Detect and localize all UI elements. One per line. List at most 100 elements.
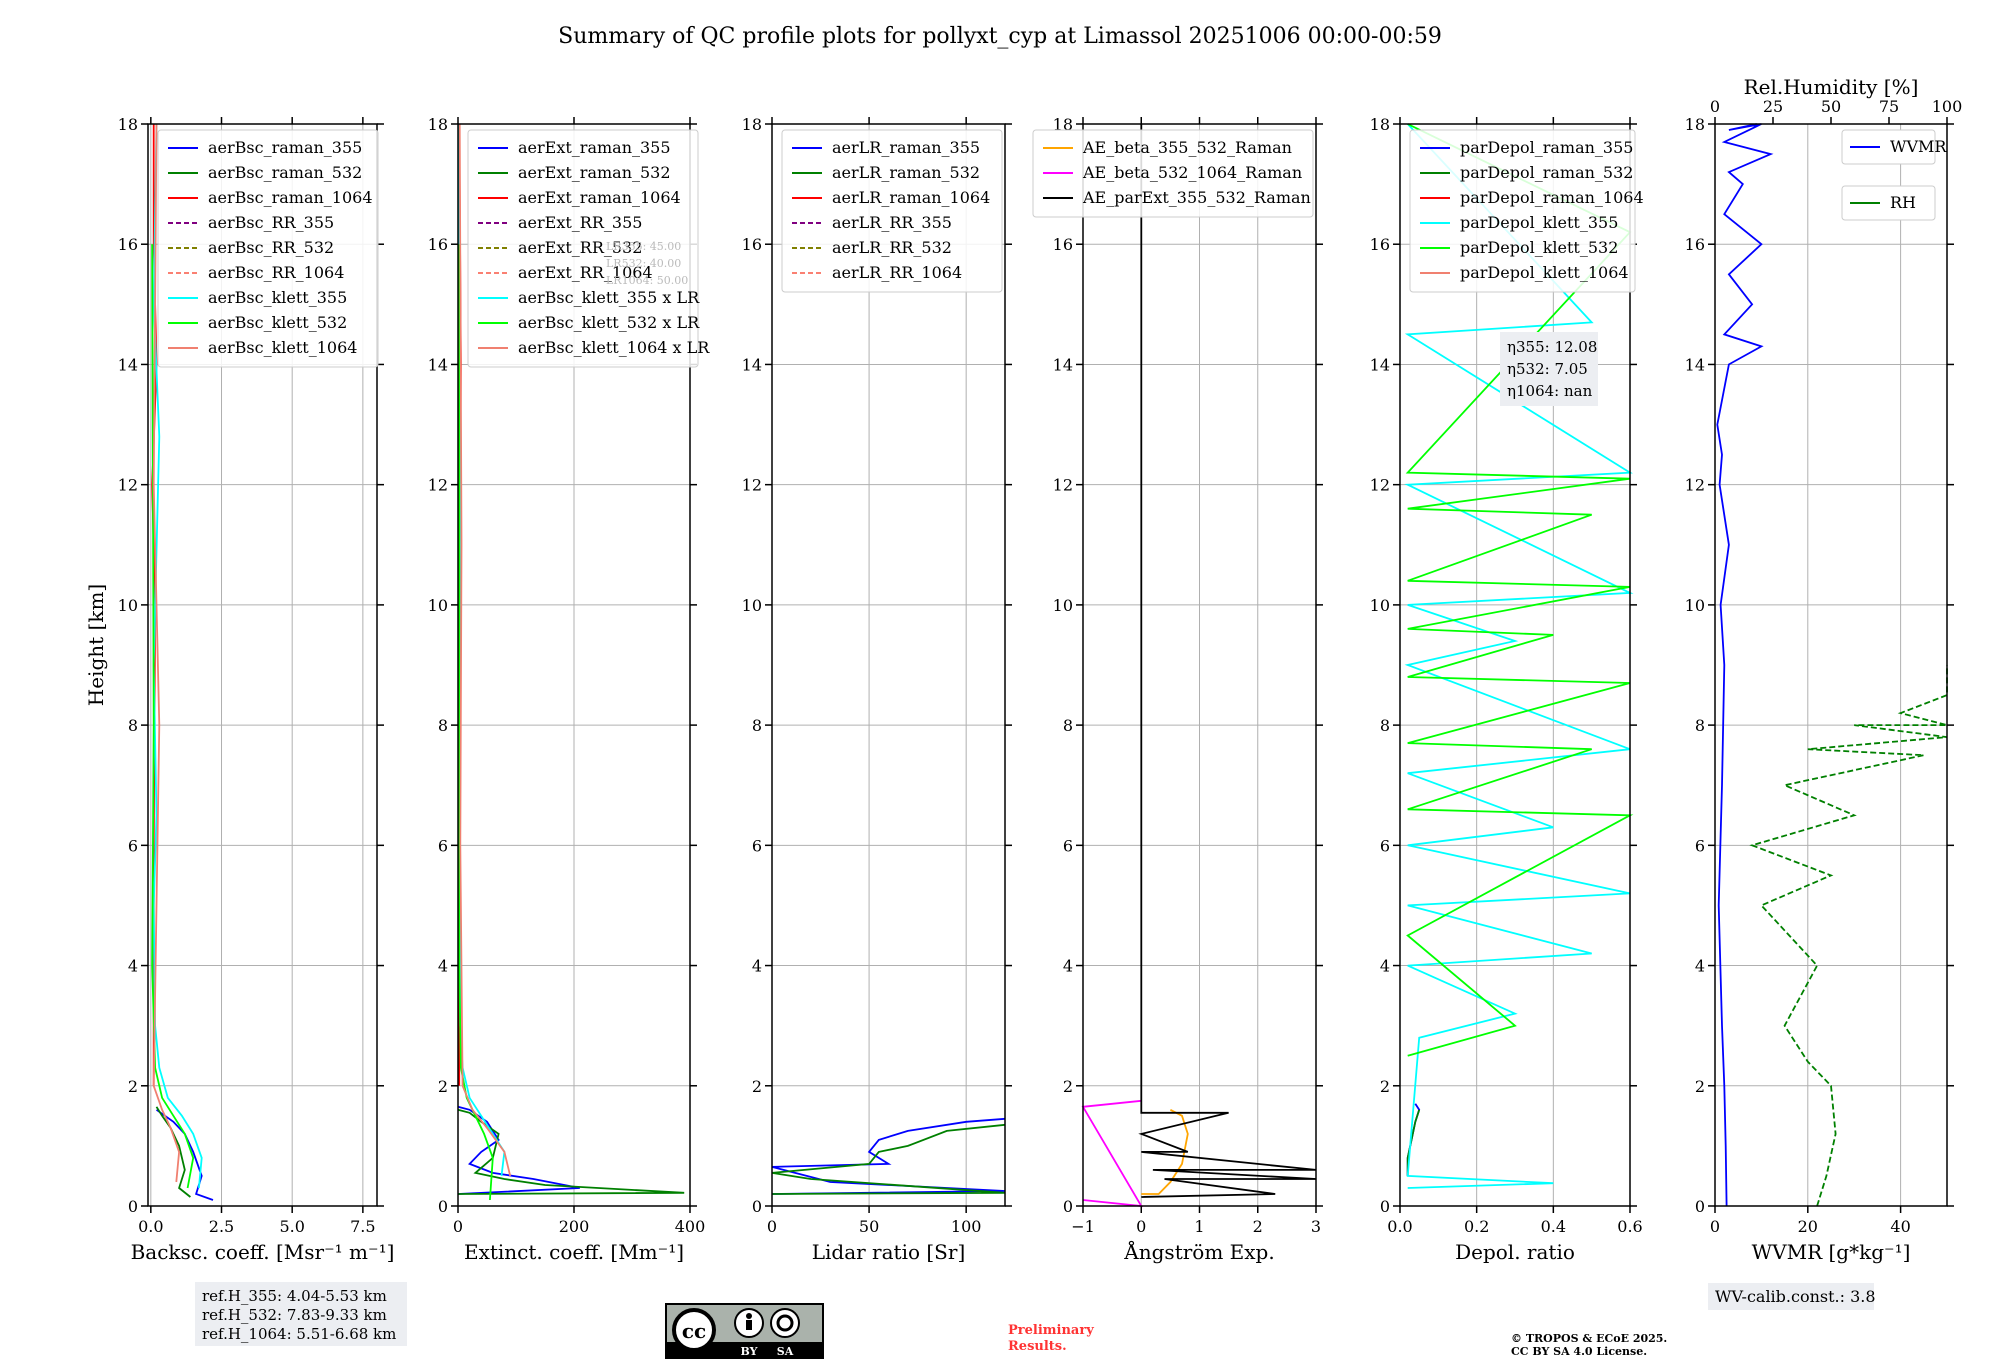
y-tick-label: 0 [1695, 1197, 1705, 1216]
x-tick-label: 5.0 [279, 1217, 304, 1236]
legend-box [1841, 185, 1936, 221]
depol-annotation-box [1500, 332, 1598, 406]
series-line-aerbsc-klett-1064 [152, 123, 181, 1183]
y-tick-label: 4 [1695, 957, 1705, 976]
legend-label: parDepol_raman_532 [1460, 163, 1633, 182]
x-tick-label: 0.0 [138, 1217, 163, 1236]
top-x-tick-label: 25 [1763, 97, 1783, 116]
top-x-tick-label: 75 [1879, 97, 1899, 116]
preliminary-line-2: Results. [1008, 1339, 1067, 1354]
figure-title: Summary of QC profile plots for pollyxt_… [558, 24, 1442, 49]
legend-label: AE_beta_532_1064_Raman [1082, 163, 1302, 182]
legend-box [1409, 129, 1636, 293]
legend: WVMR RH [1841, 129, 1947, 221]
y-tick-label: 12 [742, 476, 762, 495]
legend-label: aerLR_raman_532 [832, 163, 980, 182]
series-line-ae-beta-532-1064-raman [1081, 1099, 1143, 1208]
y-tick-label: 8 [128, 716, 138, 735]
y-tick-label: 6 [752, 836, 762, 855]
x-tick-label: 0.4 [1541, 1217, 1566, 1236]
y-tick-label: 18 [118, 115, 138, 134]
x-tick-label: 200 [559, 1217, 590, 1236]
legend-label: aerExt_RR_532 [518, 238, 642, 257]
ref-height-532: ref.H_532: 7.83-9.33 km [202, 1306, 387, 1324]
series-line-aerbsc-klett-1064-x-lr [458, 123, 512, 1177]
legend-label: aerExt_RR_355 [518, 213, 642, 232]
axes-frame [147, 123, 378, 1207]
legend-box [781, 129, 1003, 293]
y-tick-label: 10 [1053, 596, 1073, 615]
legend: AE_beta_355_532_Raman AE_beta_532_1064_Ra… [1032, 129, 1314, 218]
x-tick-label: 0 [453, 1217, 463, 1236]
legend-label: aerBsc_RR_532 [208, 238, 334, 257]
y-tick-label: 8 [1063, 716, 1073, 735]
y-tick-label: 2 [1695, 1077, 1705, 1096]
legend-label: aerBsc_klett_1064 [208, 338, 357, 357]
legend-label: aerLR_raman_355 [832, 138, 980, 157]
cc-by-text: BY [741, 1345, 758, 1358]
legend-label: aerBsc_raman_1064 [208, 188, 373, 207]
copyright-line-1: © TROPOS & ECoE 2025. [1511, 1332, 1667, 1345]
y-tick-label: 2 [128, 1077, 138, 1096]
y-tick-label: 0 [752, 1197, 762, 1216]
x-tick-label: 0 [1136, 1217, 1146, 1236]
legend-label: aerBsc_raman_532 [208, 163, 362, 182]
legend-label: WVMR [1890, 137, 1947, 156]
y-tick-label: 6 [438, 836, 448, 855]
y-tick-label: 16 [428, 235, 448, 254]
wv-calibration-box: WV-calib.const.: 3.8 [1708, 1283, 1876, 1310]
y-tick-label: 2 [1380, 1077, 1390, 1096]
y-tick-label: 8 [438, 716, 448, 735]
y-tick-label: 14 [1053, 355, 1073, 374]
legend-label: aerExt_raman_532 [518, 163, 671, 182]
x-tick-label: 0.0 [1387, 1217, 1412, 1236]
x-axis-label: WVMR [g*kg⁻¹] [1752, 1240, 1911, 1264]
top-x-tick-label: 100 [1932, 97, 1963, 116]
x-axis-label: Ångström Exp. [1123, 1239, 1274, 1264]
x-axis-label: Extinct. coeff. [Mm⁻¹] [464, 1240, 684, 1264]
y-tick-label: 8 [1695, 716, 1705, 735]
x-tick-label: 50 [859, 1217, 879, 1236]
wv-calibration-text: WV-calib.const.: 3.8 [1715, 1287, 1876, 1306]
legend-label: aerLR_RR_1064 [832, 263, 962, 282]
y-tick-label: 8 [1380, 716, 1390, 735]
y-tick-label: 14 [742, 355, 762, 374]
y-tick-label: 14 [1685, 355, 1705, 374]
depol-annotation-text: η1064: nan [1507, 382, 1593, 400]
legend-label: parDepol_klett_532 [1460, 238, 1618, 257]
series-line-aerbsc-raman-532 [155, 1106, 191, 1198]
panel-wvmr: 0 20 40 0 2 4 6 8 10 12 14 16 18 WVMR [g*kg⁻¹] 0 25 50 75… [1685, 75, 1963, 1264]
y-tick-label: 16 [1053, 235, 1073, 254]
series-line-aerlr-raman-532 [771, 1123, 1006, 1195]
x-tick-label: 400 [675, 1217, 706, 1236]
panel-lidar_ratio: 0 50 100 0 2 4 6 8 10 12 14 16 18 Lidar ratio [Sr] aer… [742, 115, 1012, 1264]
legend-label: parDepol_klett_355 [1460, 213, 1618, 232]
legend-label: aerExt_RR_1064 [518, 263, 653, 282]
y-tick-label: 12 [1053, 476, 1073, 495]
series-line-wvmr [1716, 123, 1774, 1207]
x-tick-label: 0 [1710, 1217, 1720, 1236]
legend-label: aerBsc_RR_1064 [208, 263, 344, 282]
series-line-ae-parext-355-532-raman [1138, 124, 1317, 1198]
x-tick-label: 40 [1890, 1217, 1910, 1236]
series-line-aerbsc-klett-532-x-lr [458, 244, 494, 1201]
legend-label: parDepol_raman_1064 [1460, 188, 1644, 207]
y-tick-label: 6 [1695, 836, 1705, 855]
legend-label: parDepol_raman_355 [1460, 138, 1633, 157]
ref-height-1064: ref.H_1064: 5.51-6.68 km [202, 1325, 396, 1343]
legend-label: aerBsc_klett_355 x LR [518, 288, 700, 307]
y-tick-label: 12 [1685, 476, 1705, 495]
y-tick-label: 14 [1370, 355, 1390, 374]
legend-box [467, 129, 699, 368]
y-tick-label: 18 [1370, 115, 1390, 134]
x-tick-label: 20 [1798, 1217, 1818, 1236]
y-tick-label: 0 [1063, 1197, 1073, 1216]
y-tick-label: 18 [428, 115, 448, 134]
series-line-pardepol-klett-355 [1404, 123, 1634, 1189]
series-line-ae-beta-355-532-raman [1141, 1109, 1189, 1195]
y-tick-label: 0 [128, 1197, 138, 1216]
y-tick-label: 4 [1380, 957, 1390, 976]
y-axis-label: Height [km] [84, 584, 108, 706]
